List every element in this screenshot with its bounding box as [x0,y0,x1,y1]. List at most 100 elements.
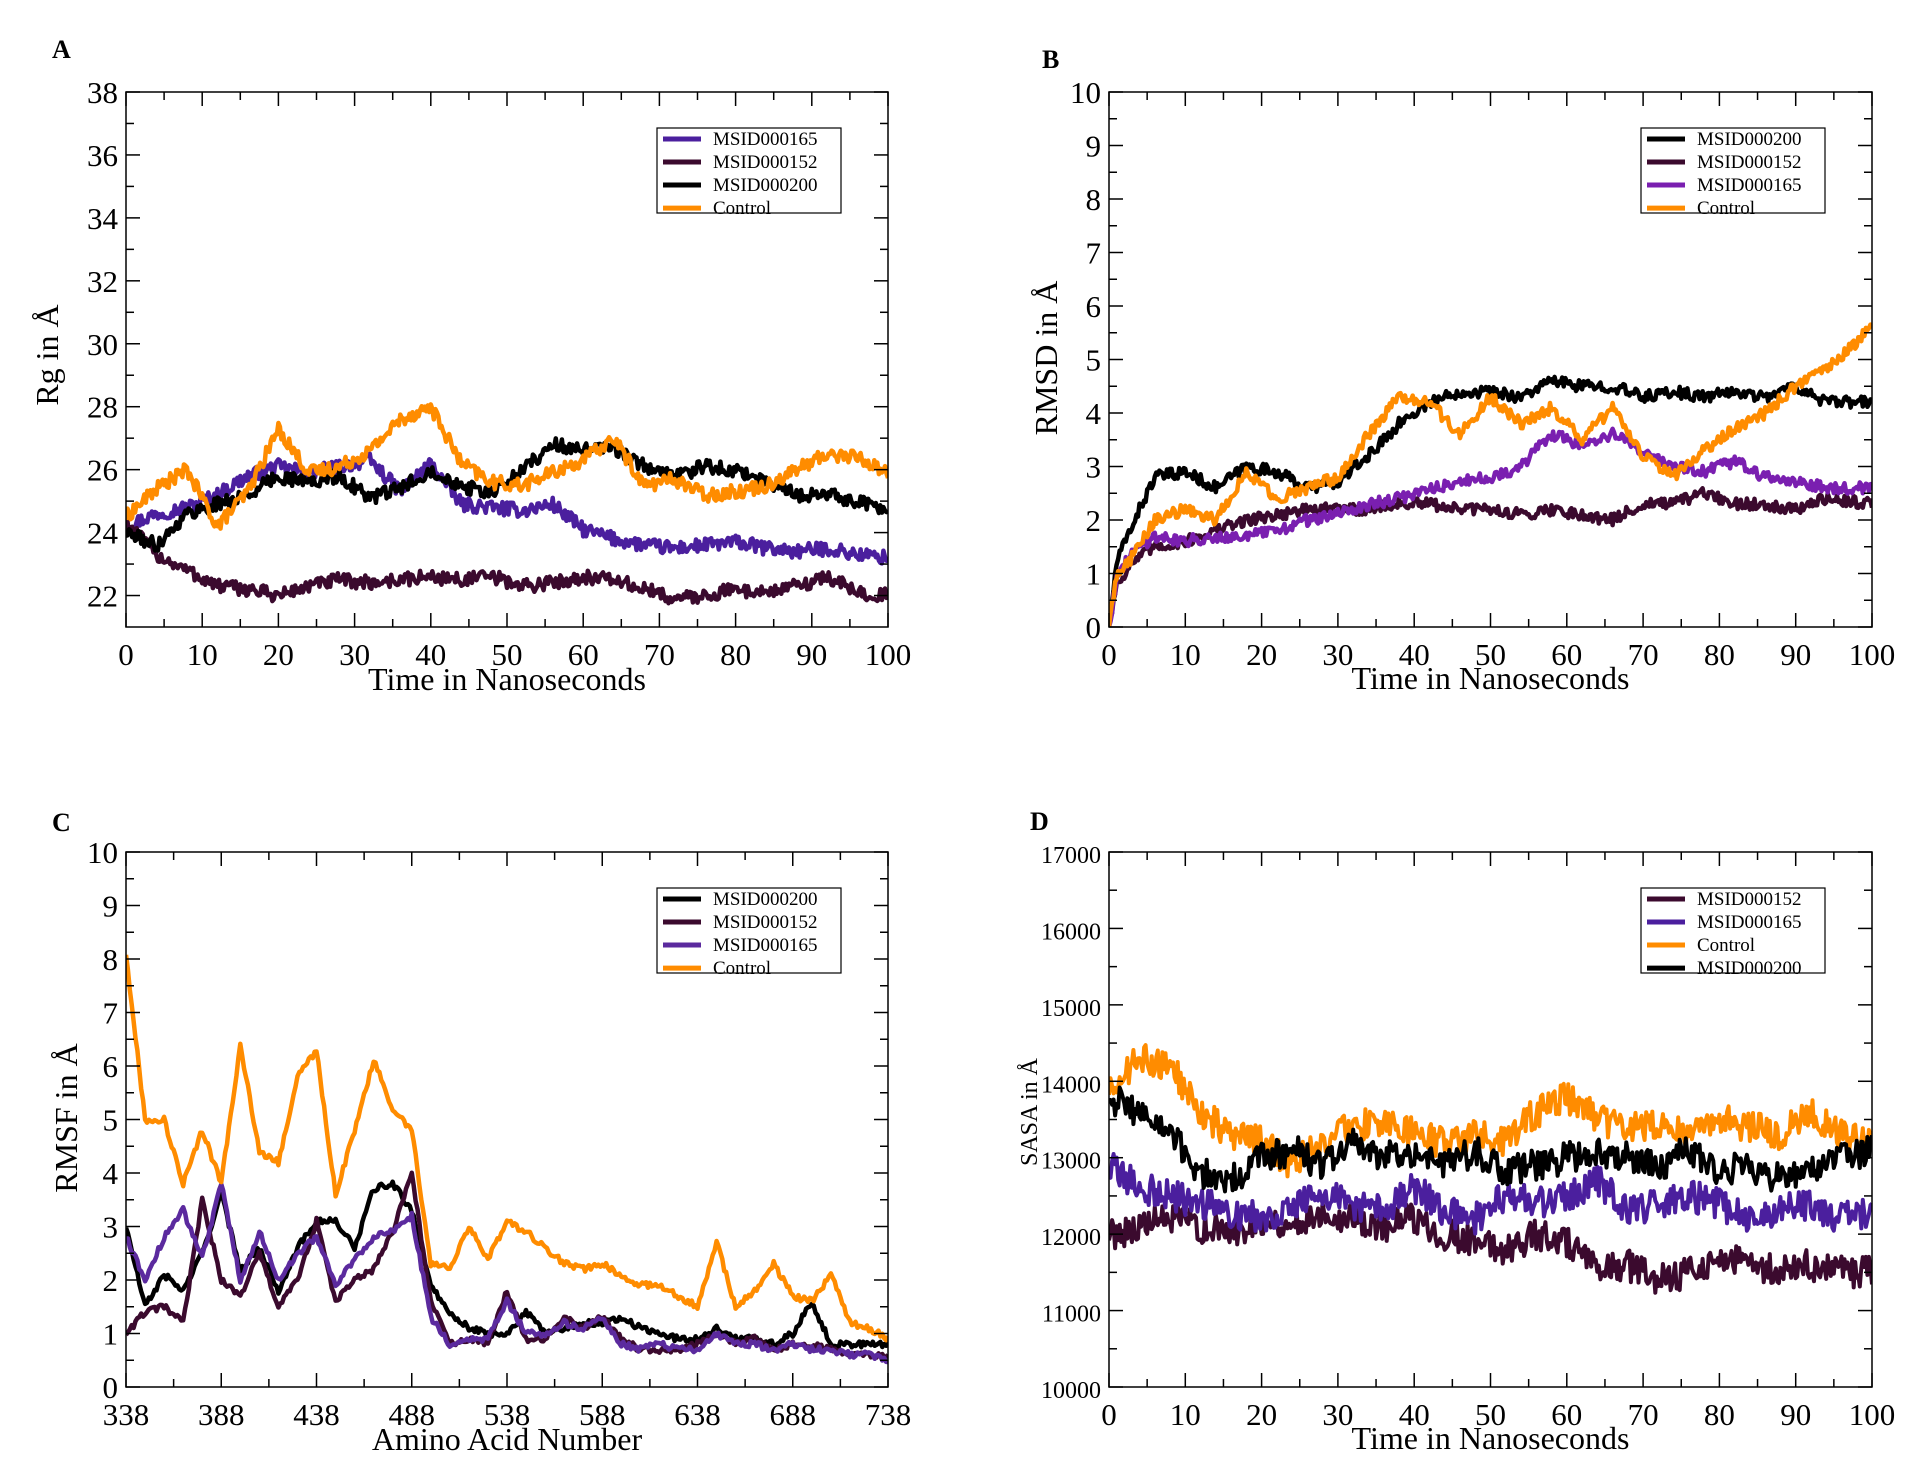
x-axis-title: Time in Nanoseconds [1352,1420,1630,1456]
legend-label: Control [713,958,771,979]
series-line-control [126,954,888,1343]
panel-letter: A [52,35,71,64]
y-tick-label: 16000 [1041,919,1101,945]
x-tick-label: 50 [1475,1397,1506,1432]
x-tick-label: 738 [865,1397,912,1432]
y-tick-label: 6 [1086,289,1102,324]
x-tick-label: 338 [103,1397,150,1432]
y-tick-label: 30 [87,327,118,362]
y-tick-label: 36 [87,138,118,173]
x-tick-label: 588 [579,1397,626,1432]
legend-label: MSID000200 [713,889,818,910]
y-axis-title: RMSF in Å [48,1043,84,1192]
legend-label: Control [1697,198,1755,219]
chart-panel-d: 0 10 20 30 40 50 60 70 80 90 100 10000 11000 12000 130… [1017,807,1895,1456]
y-tick-label: 32 [87,264,118,299]
y-tick-label: 6 [103,1049,119,1084]
x-tick-label: 20 [1246,1397,1277,1432]
series-line-control [1109,1043,1872,1179]
y-tick-label: 10 [87,835,118,870]
y-tick-label: 12000 [1041,1225,1101,1251]
y-tick-label: 1 [1086,557,1102,592]
series-line-msid000152 [1109,486,1872,627]
x-tick-label: 0 [118,637,134,672]
y-tick-label: 4 [1086,396,1102,431]
legend-label: MSID000200 [1697,129,1802,150]
chart-panel-b: 0 10 20 30 40 50 60 70 80 90 100 0 1 2 3 4 5 6 7 8 9 10 Time i… [1028,45,1895,696]
x-tick-label: 10 [1170,1397,1201,1432]
x-tick-label: 40 [415,637,446,672]
x-tick-label: 20 [263,637,294,672]
x-tick-label: 60 [1551,637,1582,672]
x-tick-label: 70 [644,637,675,672]
x-tick-label: 0 [1101,637,1117,672]
x-tick-label: 638 [674,1397,721,1432]
legend-label: MSID000165 [713,935,818,956]
x-tick-label: 488 [389,1397,436,1432]
y-axis-title: Rg in Å [29,304,65,405]
legend-box [1640,127,1826,214]
x-tick-label: 100 [865,637,912,672]
y-tick-label: 8 [103,942,119,977]
chart-panel-c: 338 388 438 488 538 588 638 688 738 0 1 2 3 4 5 6 7 8 9 10 A… [48,808,911,1457]
panel-letter: C [52,808,71,837]
y-tick-label: 15000 [1041,996,1101,1022]
chart-panels: 0 10 20 30 40 50 60 70 80 90 100222426283032343638… [29,35,1895,1457]
y-tick-label: 3 [1086,450,1102,485]
x-tick-label: 0 [1101,1397,1117,1432]
y-tick-label: 24 [87,516,119,551]
x-tick-label: 90 [1780,637,1811,672]
series-line-msid000200 [1109,1085,1872,1194]
x-tick-label: 20 [1246,637,1277,672]
x-tick-label: 50 [1475,637,1506,672]
legend-label: MSID000165 [713,129,818,150]
legend-label: MSID000165 [1697,175,1802,196]
legend-label: MSID000152 [1697,152,1802,173]
legend-label: MSID000165 [1697,912,1802,933]
y-tick-label: 5 [103,1103,119,1138]
y-tick-label: 4 [103,1156,119,1191]
legend-box [656,887,842,974]
y-tick-label: 1 [103,1317,119,1352]
legend-label: MSID000200 [1697,958,1802,979]
legend-label: MSID000152 [1697,889,1802,910]
y-axis-title: RMSD in Å [1028,281,1064,436]
panel-letter: D [1030,807,1049,836]
y-tick-label: 2 [1086,503,1102,538]
x-tick-label: 70 [1628,1397,1659,1432]
y-tick-label: 14000 [1041,1072,1101,1098]
x-tick-label: 50 [492,637,523,672]
x-tick-label: 30 [1322,637,1353,672]
x-tick-label: 70 [1628,637,1659,672]
y-tick-label: 5 [1086,343,1102,378]
x-tick-label: 90 [1780,1397,1811,1432]
y-tick-label: 10000 [1041,1378,1101,1404]
y-tick-label: 11000 [1042,1302,1101,1328]
x-tick-label: 10 [187,637,218,672]
y-tick-label: 0 [1086,610,1102,645]
x-tick-label: 100 [1849,1397,1896,1432]
series-line-msid000152 [126,519,888,606]
x-tick-label: 538 [484,1397,531,1432]
chart-panel-a: 0 10 20 30 40 50 60 70 80 90 100 22 24 26 28 30 32 34 36 38… [29,35,911,697]
y-tick-label: 7 [103,996,119,1031]
y-tick-label: 13000 [1041,1149,1101,1175]
y-tick-label: 38 [87,75,118,110]
x-tick-label: 40 [1399,1397,1430,1432]
panel-letter: B [1042,45,1059,74]
x-tick-label: 438 [293,1397,340,1432]
legend-label: MSID000152 [713,912,818,933]
x-tick-label: 80 [1704,1397,1735,1432]
y-tick-label: 3 [103,1210,119,1245]
y-axis-title: SASA in Å [1017,1057,1043,1166]
x-tick-label: 30 [339,637,370,672]
y-tick-label: 26 [87,453,118,488]
series-line-control [1109,322,1872,627]
x-tick-label: 40 [1399,637,1430,672]
y-tick-label: 34 [87,201,119,236]
x-tick-label: 10 [1170,637,1201,672]
x-tick-label: 688 [770,1397,817,1432]
x-axis-title: Time in Nanoseconds [368,661,646,697]
